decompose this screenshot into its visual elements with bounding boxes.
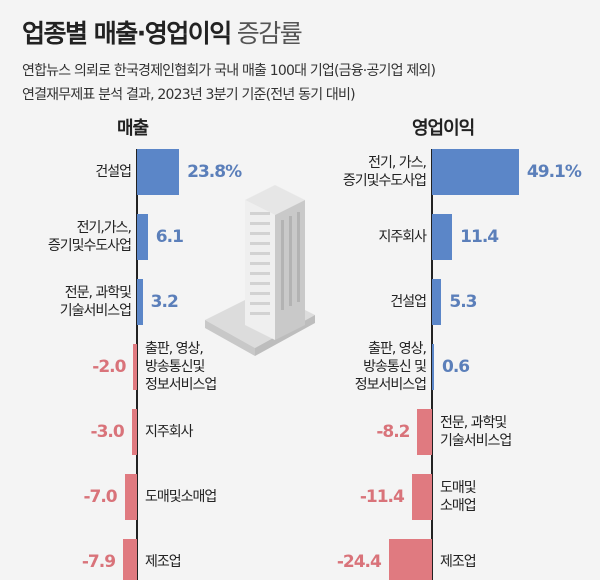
category-label-line: 건설업	[95, 164, 132, 180]
category-label: 전기, 가스, 증기및수도사업	[342, 154, 427, 190]
title-main: 업종별 매출·영업이익	[22, 19, 232, 48]
category-label-line: 출판, 영상,	[368, 341, 427, 357]
title-sub: 증감률	[236, 19, 303, 48]
bar	[432, 149, 519, 195]
category-label-line: 전문, 과학및	[64, 285, 132, 301]
bar	[432, 214, 453, 260]
value-label: 3.2	[150, 292, 179, 312]
bar	[432, 344, 434, 390]
category-label-line: 전기, 가스,	[368, 155, 427, 171]
description-line-2: 연결재무제표 분석 결과, 2023년 3분기 기준(전년 동기 대비)	[22, 87, 356, 103]
description-line-1: 연합뉴스 의뢰로 한국경제인협회가 국내 매출 100대 기업(금융·공기업 제…	[22, 63, 436, 79]
category-label-line: 출판, 영상,	[145, 341, 204, 357]
value-label: -11.4	[359, 487, 405, 507]
bar	[411, 474, 432, 520]
category-label-line: 제조업	[145, 554, 182, 570]
bar	[137, 279, 143, 325]
category-label: 전기,가스, 증기및수도사업	[47, 219, 132, 255]
category-label-line: 정보서비스업	[354, 377, 427, 393]
category-label-line: 방송통신및	[145, 359, 205, 375]
category-label-line: 제조업	[440, 554, 477, 570]
category-label-line: 방송통신 및	[363, 359, 427, 375]
bar	[124, 474, 137, 520]
category-label: 제조업	[440, 553, 477, 571]
category-label: 지주회사	[378, 228, 427, 246]
panel-title-sales: 매출	[117, 118, 149, 139]
category-label-line: 증기및수도사업	[342, 173, 427, 189]
bar	[388, 539, 432, 580]
value-label: -7.0	[83, 487, 117, 507]
value-label: 49.1%	[526, 162, 582, 182]
category-label: 지주회사	[145, 423, 194, 441]
category-label-line: 도매및소매업	[145, 489, 217, 505]
panel-title-operating-profit: 영업이익	[412, 118, 475, 139]
value-label: 11.4	[460, 227, 499, 247]
category-label-line: 전기,가스,	[76, 220, 132, 236]
bar	[137, 214, 148, 260]
bar	[123, 539, 137, 580]
value-label: 5.3	[449, 292, 477, 312]
category-label: 건설업	[95, 163, 132, 181]
category-label-line: 전문, 과학및	[440, 415, 507, 431]
bar	[137, 149, 180, 195]
value-label: 6.1	[155, 227, 184, 247]
sales-axis	[136, 149, 138, 580]
category-label-line: 지주회사	[378, 229, 427, 245]
value-label: 23.8%	[187, 162, 242, 182]
bar	[131, 409, 137, 455]
category-label: 도매및소매업	[145, 488, 217, 506]
category-label-line: 도매및	[440, 480, 477, 496]
value-label: 0.6	[442, 357, 470, 377]
bar	[133, 344, 137, 390]
category-label-line: 건설업	[390, 294, 427, 310]
category-label-line: 소매업	[440, 498, 477, 514]
category-label-line: 기술서비스업	[440, 433, 512, 449]
value-label: -3.0	[90, 422, 125, 442]
value-label: -7.9	[81, 552, 116, 572]
value-label: -24.4	[336, 552, 382, 572]
value-label: -2.0	[92, 357, 126, 377]
category-label-line: 지주회사	[145, 424, 194, 440]
category-label-line: 정보서비스업	[145, 377, 217, 393]
bar	[432, 279, 442, 325]
value-label: -8.2	[376, 422, 410, 442]
category-label: 건설업	[390, 293, 427, 311]
building-icon	[205, 185, 315, 356]
bar	[417, 409, 432, 455]
category-label-line: 증기및수도사업	[47, 238, 132, 254]
category-label-line: 기술서비스업	[59, 303, 132, 319]
category-label: 제조업	[145, 553, 182, 571]
page-title: 업종별 매출·영업이익 증감률	[22, 14, 303, 50]
